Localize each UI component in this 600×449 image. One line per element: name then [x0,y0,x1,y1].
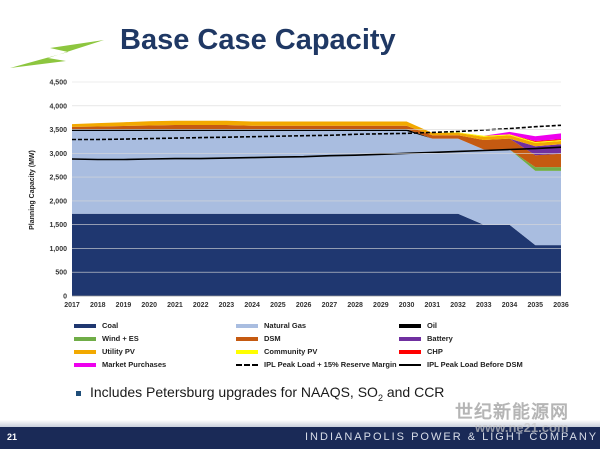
chart-legend: Coal Natural Gas Oil Wind + ES DSM Battery Uti… [74,321,594,375]
legend-swatch [236,323,258,328]
legend-label: Wind + ES [102,334,139,343]
x-tick-label: 2019 [116,302,132,309]
legend-item: Community PV [236,347,317,356]
legend-swatch [399,363,421,366]
legend-label: Natural Gas [264,321,307,330]
area-utility-pv [72,120,561,147]
legend-swatch [236,363,258,366]
legend-swatch [399,323,421,328]
x-tick-label: 2026 [296,302,312,309]
line-ipl-peak-load-before-dsm [71,146,562,161]
watermark-url: www.ne21.com [475,420,569,435]
legend-item: Natural Gas [236,321,306,330]
capacity-area-chart: Planning Capacity (MW) 0 500 1,000 1,500 2,0… [29,80,569,310]
y-tick-label: 4,000 [49,103,67,110]
legend-label: IPL Peak Load + 15% Reserve Margin [264,360,397,369]
ipl-logo-icon [10,40,104,68]
x-tick-label: 2021 [167,302,183,309]
y-tick-label: 3,500 [49,127,67,134]
footer-bar: 21 INDIANAPOLIS POWER & LIGHT COMPANY [0,427,600,449]
legend-label: Oil [427,321,438,330]
legend-item: CHP [399,347,443,356]
legend-label: Battery [427,334,453,343]
x-tick-label: 2018 [90,302,106,309]
x-tick-label: 2020 [141,302,157,309]
x-tick-label: 2024 [244,302,260,309]
y-tick-label: 2,500 [49,175,67,182]
legend-item: Battery [399,334,453,343]
x-tick-label: 2033 [476,302,492,309]
bullet-point: Includes Petersburg upgrades for NAAQS, … [76,384,444,403]
x-tick-label: 2027 [322,302,338,309]
x-tick-label: 2030 [399,302,415,309]
x-tick-label: 2025 [270,302,286,309]
legend-label: IPL Peak Load Before DSM [427,360,523,369]
legend-label: Community PV [264,347,318,356]
legend-swatch [74,336,96,341]
x-tick-label: 2036 [553,302,569,309]
area-coal [72,213,561,296]
y-tick-label: 3,000 [49,151,67,158]
watermark: 世纪新能源网 [455,402,569,422]
legend-swatch [236,336,258,341]
area-natural-gas [72,131,561,246]
x-tick-label: 2034 [502,302,518,309]
legend-item: IPL Peak Load Before DSM [399,360,523,369]
area-series-group [72,120,561,296]
x-tick-label: 2022 [193,302,209,309]
legend-label: CHP [427,347,443,356]
legend-item: Utility PV [74,347,135,356]
legend-item: IPL Peak Load + 15% Reserve Margin [236,360,397,369]
legend-swatch [236,349,258,354]
y-tick-label: 0 [63,294,67,301]
company-name: INDIANAPOLIS POWER & LIGHT COMPANY [305,431,599,443]
line-series-group [71,124,562,161]
y-tick-label: 4,500 [49,80,67,87]
y-tick-label: 1,500 [49,222,67,229]
bullet-text: Includes Petersburg upgrades for NAAQS, … [90,384,378,400]
legend-item: Oil [399,321,437,330]
legend-item: DSM [236,334,281,343]
legend-item: Market Purchases [74,360,166,369]
x-tick-label: 2035 [527,302,543,309]
y-tick-label: 2,000 [49,198,67,205]
legend-swatch [74,349,96,354]
slide-title: Base Case Capacity [120,24,396,56]
legend-item: Coal [74,321,118,330]
y-tick-label: 500 [55,270,67,277]
x-tick-label: 2032 [450,302,466,309]
legend-label: DSM [264,334,281,343]
legend-swatch [74,362,96,367]
x-tick-label: 2028 [347,302,363,309]
bullet-subscript: 2 [377,392,383,403]
legend-item: Wind + ES [74,334,139,343]
line-ipl-peak-load-15-reserve-margin [72,124,562,141]
page-number: 21 [7,432,18,442]
y-axis-label: Planning Capacity (MW) [29,150,36,230]
axes-group: 0 500 1,000 1,500 2,000 2,500 3,000 3,500 4,000 4… [49,80,568,310]
legend-label: Utility PV [102,347,135,356]
legend-swatch [74,323,96,328]
legend-label: Market Purchases [102,360,167,369]
y-tick-label: 1,000 [49,246,67,253]
legend-swatch [399,349,421,354]
x-tick-label: 2017 [64,302,80,309]
bullet-icon [76,390,81,396]
area-dsm [72,125,561,168]
x-tick-label: 2023 [219,302,235,309]
legend-label: Coal [102,321,119,330]
x-tick-label: 2031 [425,302,441,309]
x-tick-label: 2029 [373,302,389,309]
legend-swatch [399,336,421,341]
logo-bolt-shape [10,40,104,68]
bullet-text-end: and CCR [382,384,445,400]
footer-shadow [0,420,600,427]
